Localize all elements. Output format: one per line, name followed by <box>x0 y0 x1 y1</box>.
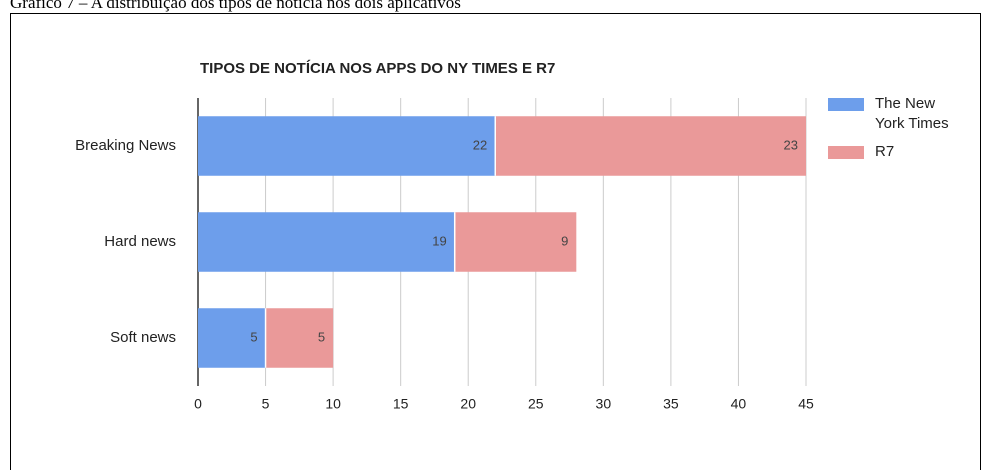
x-tick-label: 40 <box>731 396 747 412</box>
data-label: 23 <box>784 137 798 152</box>
bar-segment <box>198 116 496 176</box>
bar-segment <box>198 212 455 272</box>
chart-title: TIPOS DE NOTÍCIA NOS APPS DO NY TIMES E … <box>200 60 555 77</box>
legend-swatch <box>828 146 864 159</box>
legend-label: R7 <box>875 143 895 160</box>
y-tick-label: Soft news <box>110 329 176 346</box>
bar-segment <box>495 116 806 176</box>
legend-swatch <box>828 98 864 111</box>
bar-segment <box>265 308 334 368</box>
legend-label: The New York Times <box>875 95 949 132</box>
x-tick-label: 30 <box>596 396 612 412</box>
x-tick-label: 10 <box>325 396 341 412</box>
data-label: 5 <box>250 329 257 344</box>
x-tick-label: 15 <box>393 396 409 412</box>
x-tick-label: 5 <box>262 396 270 412</box>
y-tick-label: Breaking News <box>75 137 176 154</box>
figure-caption: Gráfico 7 – A distribuição dos tipos de … <box>10 0 461 12</box>
data-label: 22 <box>473 137 487 152</box>
data-label: 5 <box>318 329 325 344</box>
x-tick-label: 0 <box>194 396 202 412</box>
x-tick-label: 25 <box>528 396 544 412</box>
chart-frame <box>10 13 981 470</box>
bar-segment <box>454 212 577 272</box>
data-label: 9 <box>561 233 568 248</box>
bar-segment <box>198 308 266 368</box>
x-tick-label: 20 <box>460 396 476 412</box>
x-tick-label: 45 <box>798 396 814 412</box>
x-tick-label: 35 <box>663 396 679 412</box>
y-tick-label: Hard news <box>104 233 176 250</box>
data-label: 19 <box>432 233 446 248</box>
